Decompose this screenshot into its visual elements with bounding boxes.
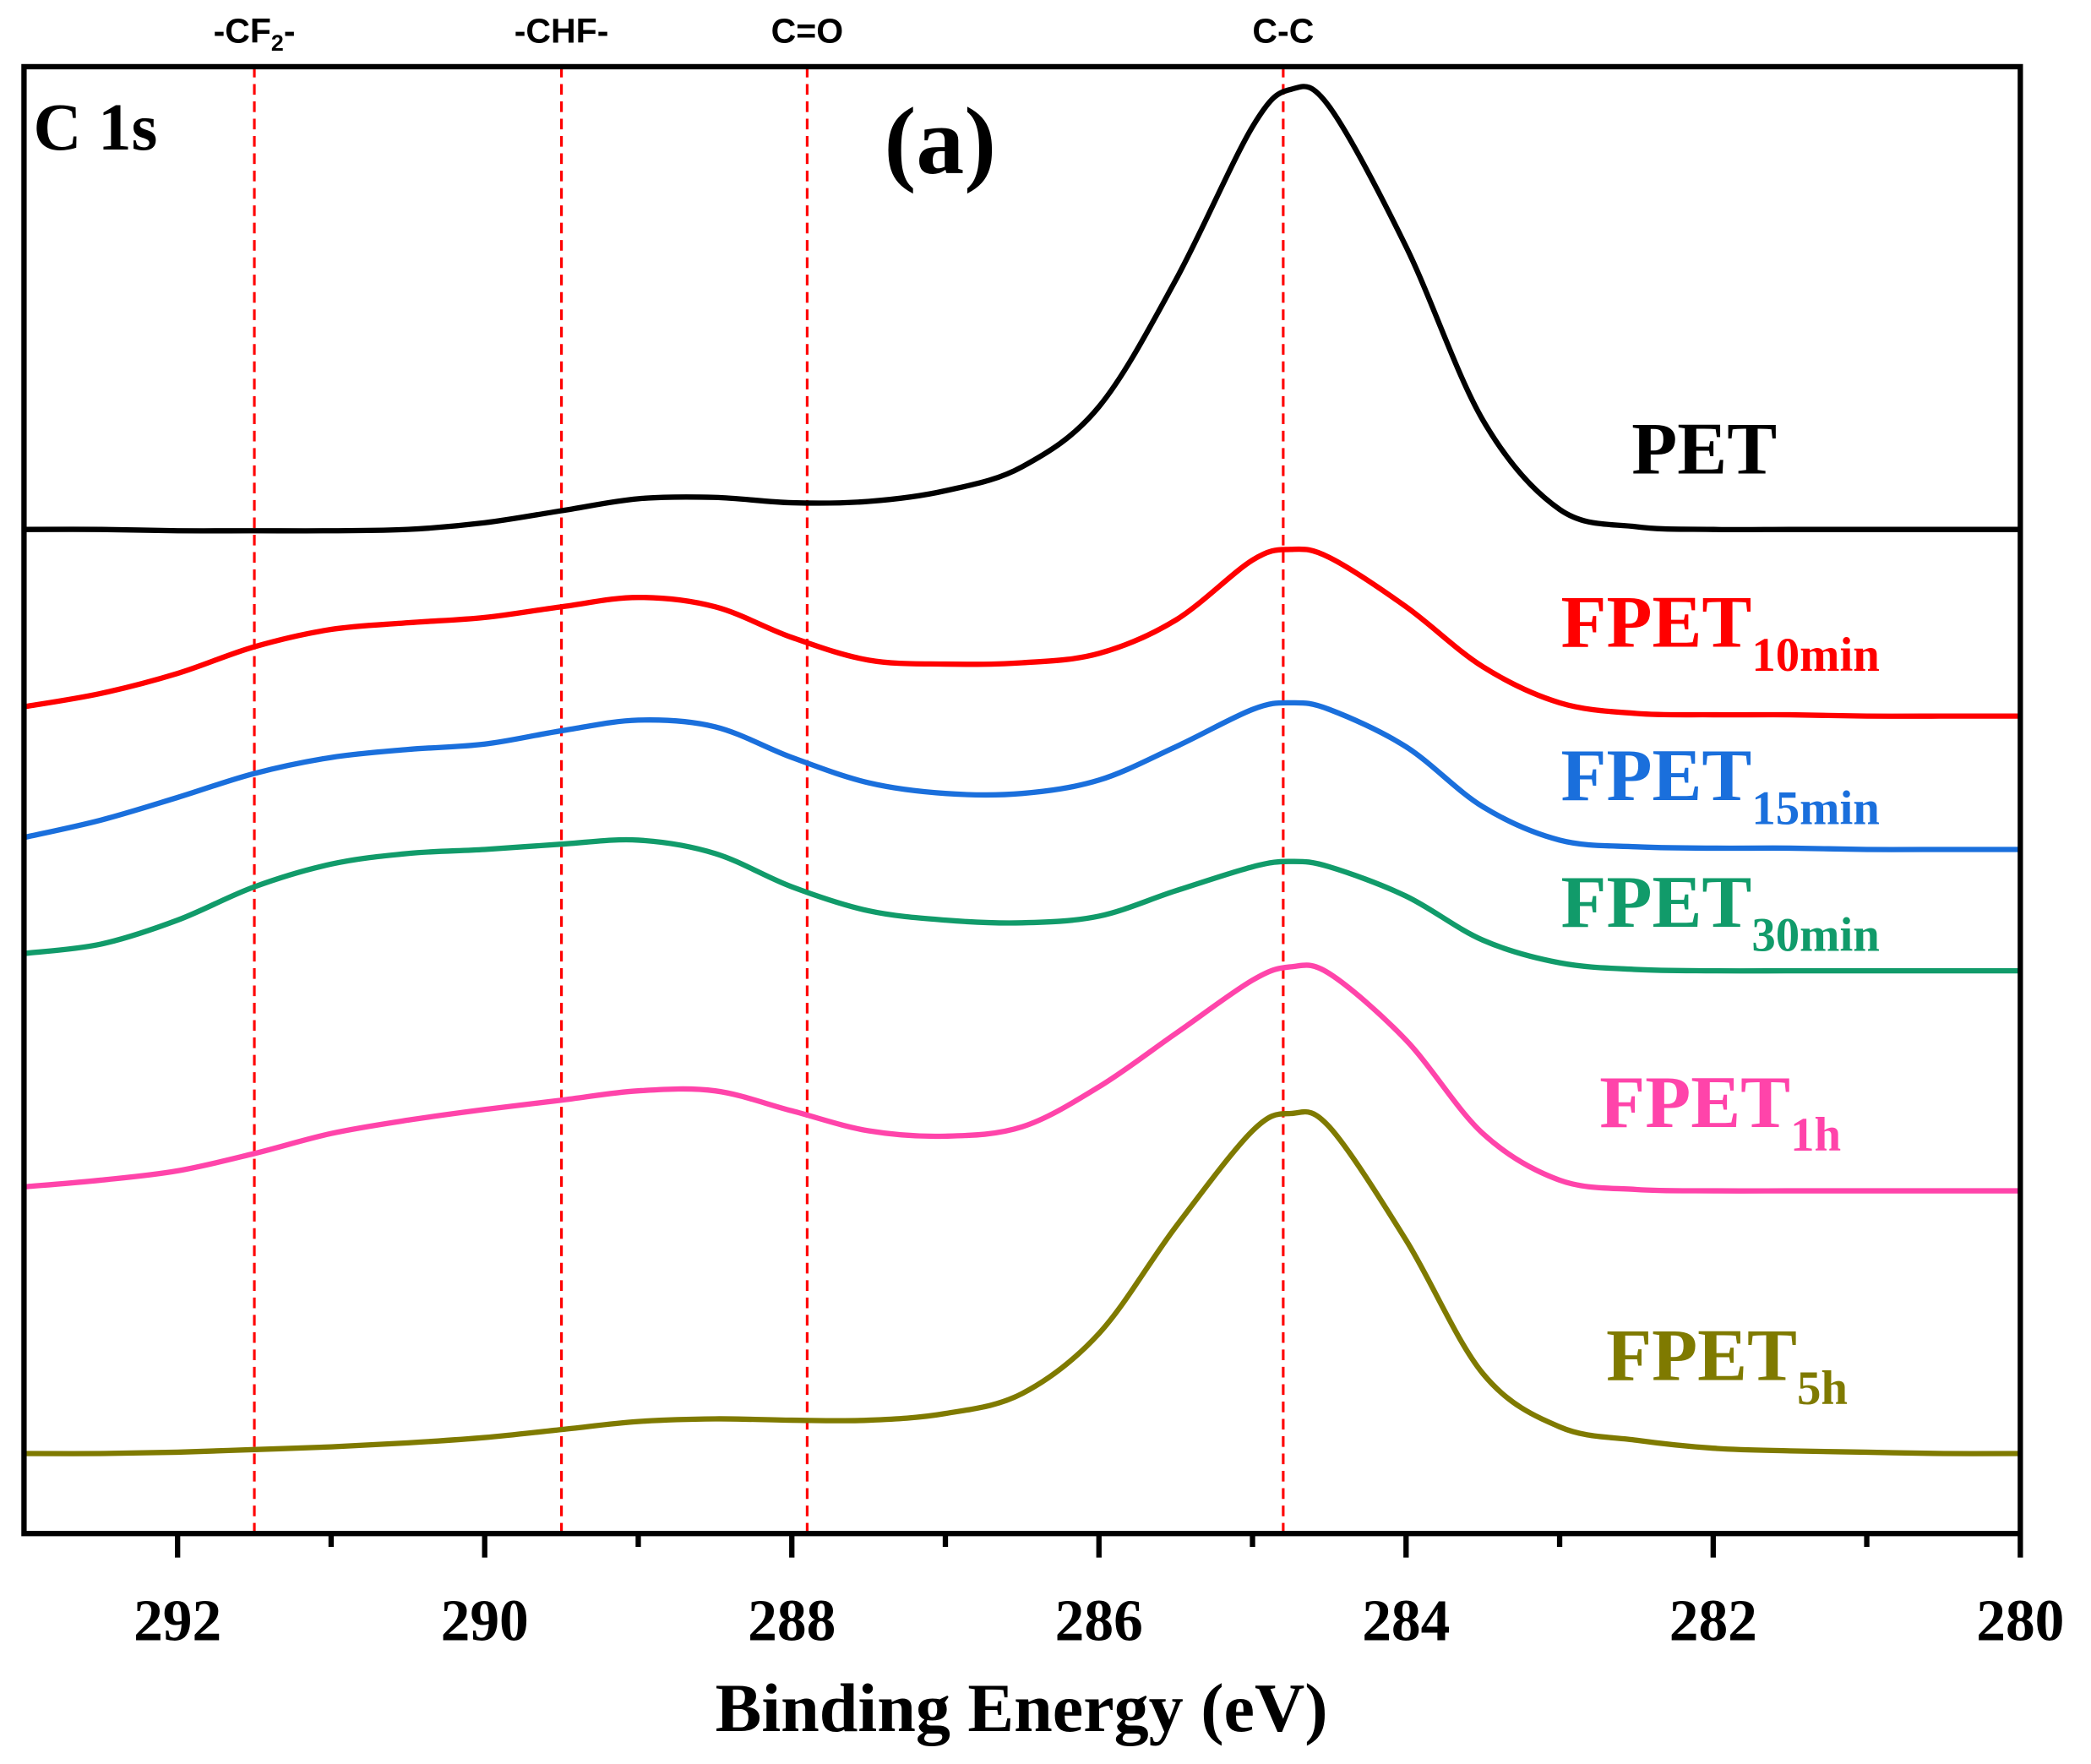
series-label: FPET10min: [1560, 581, 1879, 682]
x-tick-label: 280: [1976, 1589, 2064, 1654]
series-label: FPET15min: [1560, 734, 1879, 835]
x-tick-label: 282: [1669, 1589, 1757, 1654]
x-axis-label: Binding Energy (eV): [716, 1669, 1328, 1746]
region-label: C 1s: [33, 91, 157, 165]
marker-label: -CF2-: [214, 12, 296, 56]
series-label-name: FPET: [1560, 734, 1751, 817]
series-label-sub: 30min: [1751, 908, 1880, 961]
series-label-sub: 1h: [1790, 1108, 1841, 1162]
spectrum-line: [23, 700, 2021, 852]
series-label-sub: 5h: [1797, 1362, 1848, 1415]
spectrum-line: [24, 1108, 2021, 1456]
series-label-sub: 10min: [1751, 629, 1880, 682]
marker-label-text: -CF: [214, 12, 271, 51]
marker-label-sub: 2: [271, 30, 284, 56]
series-label: FPET1h: [1599, 1061, 1841, 1162]
spectrum-line: [24, 962, 2021, 1194]
marker-label: -CHF-: [515, 12, 609, 51]
series-label-name: FPET: [1606, 1315, 1797, 1397]
x-tick-label: 292: [133, 1589, 221, 1654]
x-tick-label: 284: [1362, 1589, 1450, 1654]
series-label-name: FPET: [1599, 1061, 1790, 1144]
series-label-name: FPET: [1560, 581, 1751, 664]
x-tick-label: 288: [748, 1589, 836, 1654]
series-label-sub: 15min: [1751, 781, 1880, 835]
marker-label-text: C-C: [1252, 12, 1314, 51]
series-label: PET: [1631, 407, 1777, 490]
marker-label: C-C: [1252, 12, 1314, 51]
spectrum-line: [24, 84, 2021, 534]
series-label: FPET30min: [1560, 861, 1879, 961]
marker-label-suffix: -: [284, 12, 296, 51]
panel-label: (a): [885, 88, 997, 194]
spectrum-line: [24, 836, 2021, 974]
marker-label-text: -CHF-: [515, 12, 609, 51]
marker-label: C=O: [771, 12, 843, 51]
x-tick-label: 286: [1055, 1589, 1143, 1654]
series-label-name: PET: [1631, 407, 1777, 490]
marker-label-text: C=O: [771, 12, 843, 51]
series-label: FPET5h: [1606, 1315, 1848, 1415]
spectrum-line: [23, 546, 2021, 719]
plot-frame: [21, 63, 2023, 1537]
series-label-name: FPET: [1560, 861, 1751, 944]
x-tick-label: 290: [441, 1589, 529, 1654]
